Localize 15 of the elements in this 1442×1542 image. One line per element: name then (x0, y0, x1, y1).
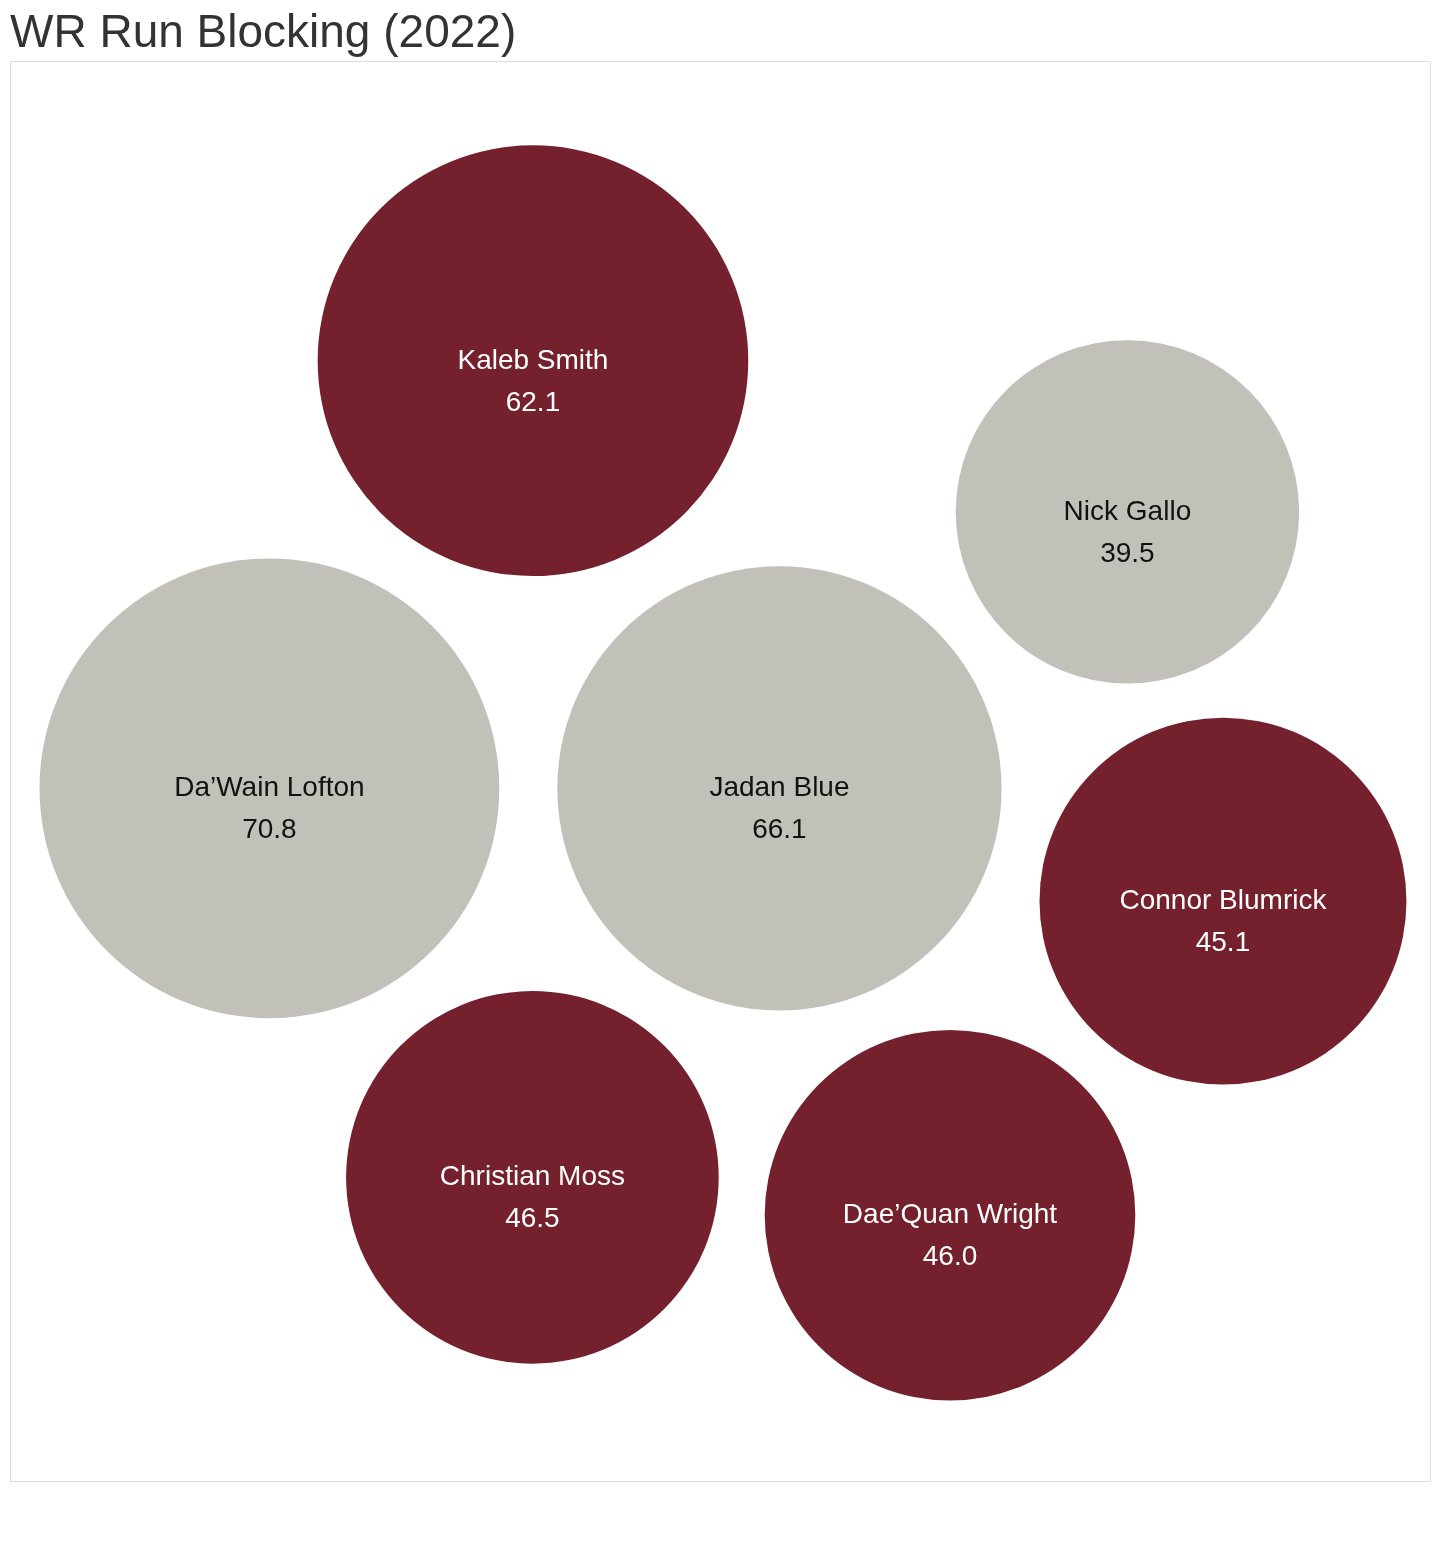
data-label: 62.1 (505, 385, 561, 417)
category-label: Jadan Blue (709, 771, 850, 803)
category-label: Kaleb Smith (457, 343, 609, 375)
data-label: 66.1 (752, 813, 807, 845)
category-label: Nick Gallo (1063, 494, 1192, 526)
category-label: Da’Wain Lofton (174, 771, 365, 803)
data-label: 46.0 (922, 1240, 978, 1272)
category-label: Connor Blumrick (1119, 884, 1328, 916)
category-label: Christian Moss (439, 1160, 625, 1192)
data-label: 70.8 (242, 813, 297, 845)
data-label: 39.5 (1100, 536, 1155, 568)
data-label: 45.1 (1195, 926, 1251, 958)
text: WR Run Blocking (2022) (10, 5, 517, 57)
data-label: 46.5 (505, 1202, 560, 1234)
category-label: Dae’Quan Wright (842, 1198, 1058, 1230)
